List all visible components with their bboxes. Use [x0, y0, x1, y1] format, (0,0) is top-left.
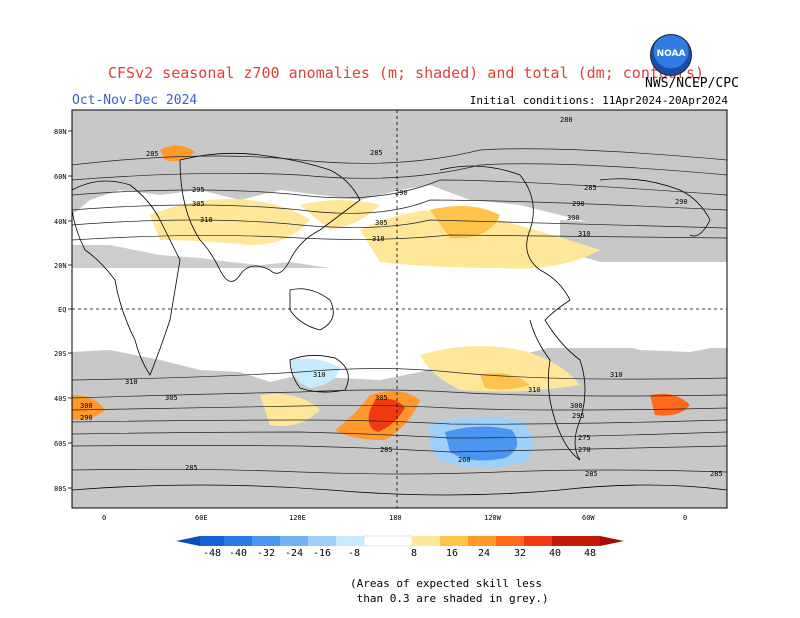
colorbar-swatch: [200, 536, 224, 546]
colorbar-left-arrow: [176, 536, 200, 546]
contour-label: 310: [125, 378, 138, 386]
contour-label: 285: [185, 464, 198, 472]
height-contours: [71, 148, 728, 475]
lat-label: 40S: [54, 395, 67, 403]
contour-label: 285: [146, 150, 159, 158]
colorbar-swatch: [252, 536, 280, 546]
contour-label: 305: [375, 219, 388, 227]
contour-label: 260: [458, 456, 471, 464]
contour-label: 280: [560, 116, 573, 124]
map-title: CFSv2 seasonal z700 anomalies (m; shaded…: [108, 64, 705, 82]
positive-anomalies: [72, 145, 690, 440]
lon-label: 0: [683, 514, 687, 522]
logo-text: NOAA: [656, 49, 686, 59]
contour-label: 285: [584, 184, 597, 192]
lat-label: EQ: [58, 306, 66, 314]
contour-label: 275: [578, 434, 591, 442]
lon-label: 120E: [289, 514, 306, 522]
contour-label: 300: [567, 214, 580, 222]
skill-note: (Areas of expected skill less than 0.3 a…: [350, 577, 549, 605]
colorbar-swatch: [363, 535, 413, 547]
contour-label: 310: [313, 371, 326, 379]
contour-label: 300: [80, 402, 93, 410]
colorbar-label: 16: [445, 548, 459, 559]
longitude-labels: 0 60E 120E 180 120W 60W 0: [102, 514, 687, 522]
lon-label: 180: [389, 514, 402, 522]
season-label: Oct-Nov-Dec 2024: [72, 93, 198, 108]
contour-label: 295: [572, 412, 585, 420]
lon-label: 0: [102, 514, 106, 522]
lat-label: 40N: [54, 218, 67, 226]
contour-label: 290: [395, 189, 408, 197]
contour-label: 295: [192, 186, 205, 194]
contour-label: 310: [200, 216, 213, 224]
contour-label: 305: [192, 200, 205, 208]
colorbar-swatch: [524, 536, 552, 546]
contour-label: 305: [165, 394, 178, 402]
tropics-band: [72, 268, 727, 348]
contour-labels: 285 295 305 310 285 290 305 310 280 285 …: [80, 116, 723, 478]
contour-label: 285: [380, 446, 393, 454]
contour-label: 290: [572, 200, 585, 208]
contour-label: 270: [578, 446, 591, 454]
colorbar-swatch: [468, 536, 496, 546]
lat-label: 80N: [54, 128, 67, 136]
contour-label: 305: [375, 394, 388, 402]
colorbar-label: -48: [202, 548, 222, 559]
contour-label: 285: [585, 470, 598, 478]
colorbar-label: 8: [410, 548, 418, 559]
contour-label: 310: [578, 230, 591, 238]
colorbar-label: -32: [256, 548, 276, 559]
colorbar-label: 48: [583, 548, 597, 559]
lat-label: 60N: [54, 173, 67, 181]
lon-label: 60W: [582, 514, 595, 522]
lat-ticks: [68, 130, 72, 489]
contour-label: 310: [372, 235, 385, 243]
colorbar-swatch: [552, 536, 600, 546]
lat-label: 20S: [54, 350, 67, 358]
colorbar-label: -16: [312, 548, 332, 559]
lat-label: 60S: [54, 440, 67, 448]
initial-conditions: Initial conditions: 11Apr2024-20Apr2024: [469, 94, 728, 107]
lat-label: 80S: [54, 485, 67, 493]
contour-label: 310: [528, 386, 541, 394]
lon-label: 60E: [195, 514, 208, 522]
colorbar-swatch: [412, 536, 440, 546]
contour-label: 290: [80, 414, 93, 422]
contour-label: 290: [675, 198, 688, 206]
colorbar-right-arrow: [600, 536, 624, 546]
lat-label: 20N: [54, 262, 67, 270]
coastlines: [71, 152, 728, 496]
latitude-labels: 80N 60N 40N 20N EQ 20S 40S 60S 80S: [54, 128, 67, 493]
contour-label: 300: [570, 402, 583, 410]
contour-label: 285: [370, 149, 383, 157]
colorbar-swatch: [440, 536, 468, 546]
lon-label: 120W: [484, 514, 502, 522]
agency-label: NWS/NCEP/CPC: [645, 76, 739, 91]
colorbar-label: 24: [477, 548, 491, 559]
colorbar-label: 32: [513, 548, 527, 559]
colorbar-swatch: [224, 536, 252, 546]
colorbar-swatch: [496, 536, 524, 546]
contour-label: 310: [610, 371, 623, 379]
colorbar-label: -40: [228, 548, 248, 559]
colorbar-label: 40: [548, 548, 562, 559]
colorbar-swatch: [280, 536, 308, 546]
contour-label: 285: [710, 470, 723, 478]
colorbar: [176, 535, 624, 547]
colorbar-label: -8: [347, 548, 361, 559]
colorbar-label: -24: [284, 548, 304, 559]
noaa-logo: NOAA: [650, 34, 692, 76]
colorbar-swatch: [336, 536, 364, 546]
colorbar-swatch: [308, 536, 336, 546]
negative-anomalies: [290, 358, 534, 469]
